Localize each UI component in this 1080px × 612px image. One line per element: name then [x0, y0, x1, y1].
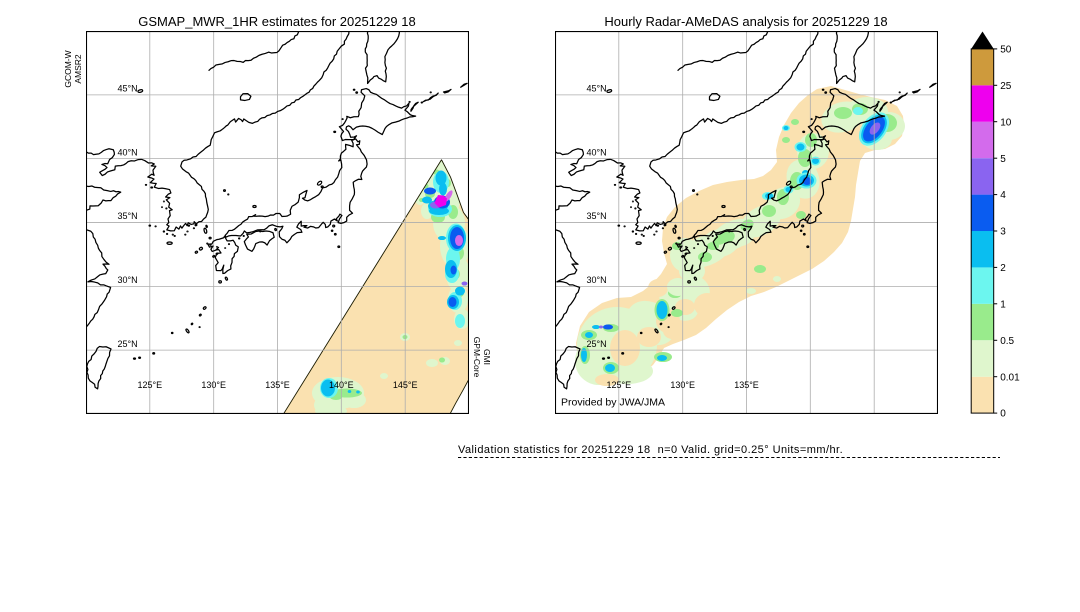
svg-text:GCOM-W: GCOM-W — [63, 50, 73, 87]
svg-text:140°E: 140°E — [328, 380, 353, 390]
svg-text:2: 2 — [1000, 263, 1006, 274]
svg-text:40°N: 40°N — [586, 148, 606, 158]
svg-text:50: 50 — [1000, 45, 1012, 56]
svg-text:135°E: 135°E — [734, 380, 759, 390]
svg-text:125°E: 125°E — [606, 380, 631, 390]
svg-text:30°N: 30°N — [586, 276, 606, 286]
svg-text:GMI: GMI — [482, 349, 492, 365]
svg-text:4: 4 — [1000, 190, 1006, 201]
svg-text:30°N: 30°N — [117, 276, 137, 286]
svg-text:25°N: 25°N — [586, 339, 606, 349]
svg-text:0.5: 0.5 — [1000, 336, 1014, 347]
svg-text:135°E: 135°E — [265, 380, 290, 390]
svg-text:Validation statistics for 2025: Validation statistics for 20251229 18 n=… — [458, 444, 843, 456]
svg-text:45°N: 45°N — [586, 84, 606, 94]
svg-text:45°N: 45°N — [117, 84, 137, 94]
svg-text:35°N: 35°N — [586, 212, 606, 222]
svg-text:GPM-Core: GPM-Core — [472, 337, 482, 378]
svg-text:35°N: 35°N — [117, 212, 137, 222]
svg-text:130°E: 130°E — [201, 380, 226, 390]
svg-text:130°E: 130°E — [670, 380, 695, 390]
svg-text:145°E: 145°E — [392, 380, 417, 390]
svg-text:3: 3 — [1000, 227, 1006, 238]
svg-text:10: 10 — [1000, 117, 1012, 128]
svg-text:AMSR2: AMSR2 — [73, 54, 83, 84]
svg-text:0: 0 — [1000, 409, 1006, 420]
svg-text:25°N: 25°N — [117, 339, 137, 349]
svg-text:Provided by JWA/JMA: Provided by JWA/JMA — [561, 397, 665, 409]
svg-text:25: 25 — [1000, 81, 1012, 92]
svg-text:40°N: 40°N — [117, 148, 137, 158]
svg-text:5: 5 — [1000, 154, 1006, 165]
svg-text:125°E: 125°E — [137, 380, 162, 390]
svg-text:1: 1 — [1000, 299, 1006, 310]
svg-text:0.01: 0.01 — [1000, 372, 1020, 383]
